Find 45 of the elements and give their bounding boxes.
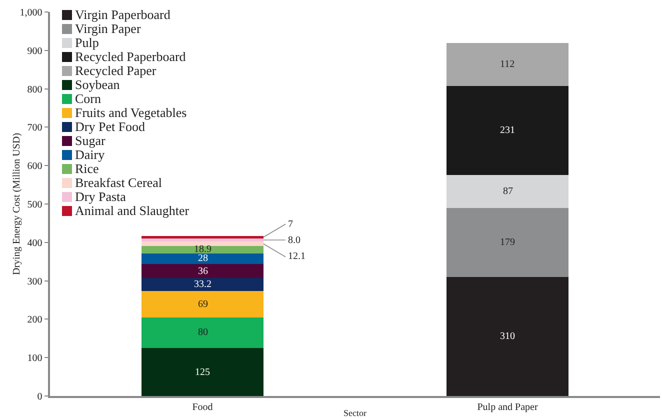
- data-label: 112: [500, 59, 515, 70]
- data-label: 36: [198, 266, 208, 277]
- legend-label: Animal and Slaughter: [75, 203, 190, 218]
- y-tick-label: 400: [27, 238, 42, 249]
- data-label: 18.9: [194, 244, 212, 255]
- legend-label: Virgin Paper: [75, 21, 141, 36]
- y-tick-label: 1,000: [20, 8, 42, 18]
- x-axis-title: Sector: [344, 408, 366, 418]
- legend-label: Recycled Paperboard: [75, 49, 186, 64]
- legend-label: Soybean: [75, 77, 120, 92]
- legend-label: Sugar: [75, 133, 106, 148]
- legend-label: Recycled Paper: [75, 63, 156, 78]
- legend-label: Pulp: [75, 35, 99, 50]
- data-label: 69: [198, 299, 208, 310]
- y-tick-label: 200: [27, 314, 42, 326]
- y-tick-label: 600: [27, 161, 42, 172]
- y-tick-label: 300: [27, 276, 42, 288]
- data-label: 8.0: [288, 235, 300, 246]
- legend-label: Dry Pet Food: [75, 119, 146, 134]
- data-label: 12.1: [288, 251, 306, 262]
- legend-label: Corn: [75, 91, 101, 106]
- y-tick-label: 900: [27, 46, 42, 57]
- x-tick-label: Food: [192, 402, 213, 413]
- data-label: 7: [288, 219, 293, 230]
- data-label: 80: [198, 327, 208, 338]
- data-label: 179: [500, 237, 515, 248]
- y-tick-label: 100: [27, 353, 42, 364]
- y-tick-label: 800: [27, 84, 42, 96]
- data-label: 310: [500, 331, 515, 342]
- legend-label: Rice: [75, 161, 99, 176]
- legend-label: Dry Pasta: [75, 189, 126, 204]
- legend-label: Virgin Paperboard: [75, 7, 170, 22]
- data-label: 33.2: [194, 279, 212, 290]
- x-tick-label: Pulp and Paper: [477, 402, 538, 413]
- legend-label: Breakfast Cereal: [75, 175, 162, 190]
- data-label: 125: [195, 367, 210, 378]
- y-axis-title: Drying Energy Cost (Million USD): [12, 132, 22, 276]
- legend-label: Fruits and Vegetables: [75, 105, 187, 120]
- legend-label: Dairy: [75, 147, 105, 162]
- data-label: 28: [198, 253, 208, 264]
- y-tick-label: 700: [27, 122, 42, 134]
- data-label: 87: [503, 186, 513, 197]
- y-tick-label: 500: [27, 200, 42, 210]
- data-label: 231: [500, 125, 515, 136]
- y-tick-label: 0: [37, 392, 42, 402]
